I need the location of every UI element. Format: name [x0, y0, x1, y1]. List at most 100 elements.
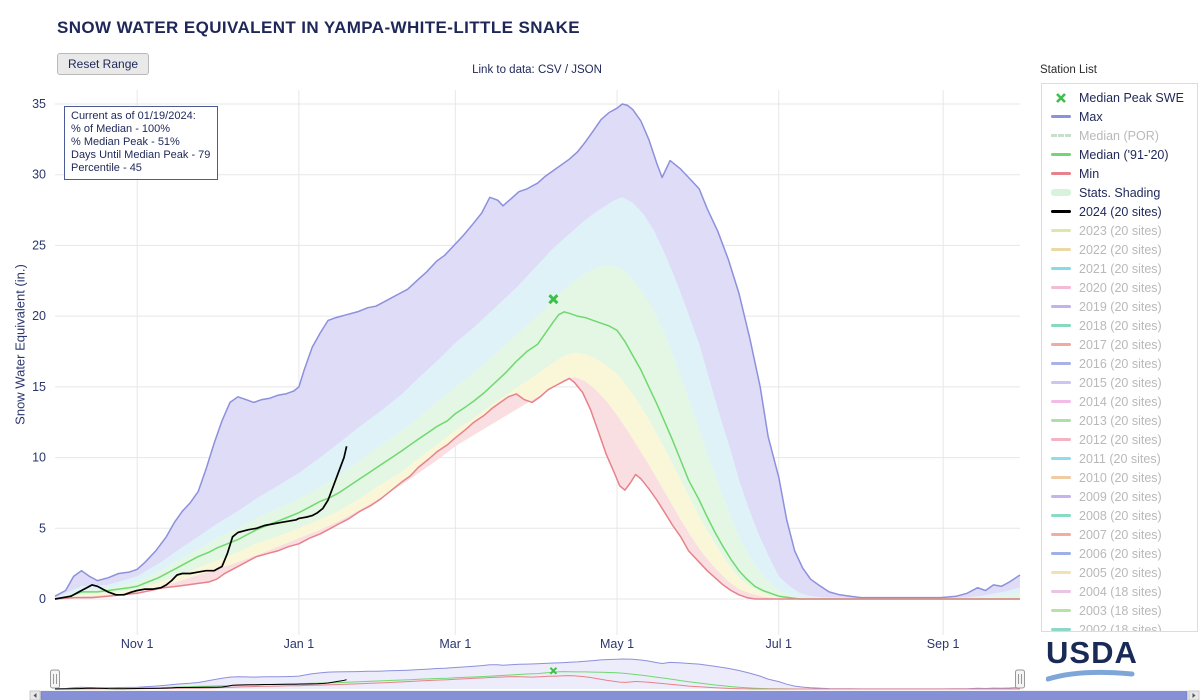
legend-label-2005-20-sites: 2005 (20 sites): [1079, 565, 1162, 580]
legend-item-2018-20-sites[interactable]: 2018 (20 sites): [1049, 316, 1197, 335]
svg-text:20: 20: [32, 309, 46, 323]
svg-text:May 1: May 1: [600, 637, 634, 651]
legend-item-2021-20-sites[interactable]: 2021 (20 sites): [1049, 259, 1197, 278]
usda-wordmark: USDA: [1046, 635, 1138, 670]
legend-label-2009-20-sites: 2009 (20 sites): [1079, 489, 1162, 504]
legend-label-2015-20-sites: 2015 (20 sites): [1079, 375, 1162, 390]
legend-item-2005-20-sites[interactable]: 2005 (20 sites): [1049, 563, 1197, 582]
legend-label-2008-20-sites: 2008 (20 sites): [1079, 508, 1162, 523]
svg-text:Nov 1: Nov 1: [121, 637, 154, 651]
svg-text:25: 25: [32, 238, 46, 252]
legend-item-2002-18-sites[interactable]: 2002 (18 sites): [1049, 620, 1197, 631]
page-title: SNOW WATER EQUIVALENT IN YAMPA-WHITE-LIT…: [57, 18, 580, 37]
reset-range-button[interactable]: Reset Range: [57, 53, 150, 75]
median-peak-swe-marker: [548, 294, 559, 305]
y-axis-labels: 0 5 10 15 20 25 30 35: [32, 97, 46, 606]
x-axis-labels: Nov 1 Jan 1 Mar 1 May 1 Jul 1 Sep 1: [121, 637, 960, 651]
legend-item-2015-20-sites[interactable]: 2015 (20 sites): [1049, 373, 1197, 392]
2005-20-sites-swatch-icon: [1049, 571, 1073, 574]
median-peak-swe-swatch-icon: [1049, 92, 1073, 104]
2024-20-sites-swatch-icon: [1049, 210, 1073, 213]
usda-logo: USDA: [1045, 635, 1176, 687]
legend-item-min[interactable]: Min: [1049, 164, 1197, 183]
legend-item-median-91-20[interactable]: Median ('91-'20): [1049, 145, 1197, 164]
legend-label-2010-20-sites: 2010 (20 sites): [1079, 470, 1162, 485]
legend-item-median-por[interactable]: Median (POR): [1049, 126, 1197, 145]
legend-label-2022-20-sites: 2022 (20 sites): [1079, 242, 1162, 257]
csv-link[interactable]: CSV: [537, 64, 562, 76]
legend-item-2017-20-sites[interactable]: 2017 (20 sites): [1049, 335, 1197, 354]
legend-item-2019-20-sites[interactable]: 2019 (20 sites): [1049, 297, 1197, 316]
navigator-right-handle[interactable]: [1015, 669, 1025, 689]
legend-label-2021-20-sites: 2021 (20 sites): [1079, 261, 1162, 276]
legend-label-2017-20-sites: 2017 (20 sites): [1079, 337, 1162, 352]
legend-label-max: Max: [1079, 109, 1103, 124]
2019-20-sites-swatch-icon: [1049, 305, 1073, 308]
legend-item-max[interactable]: Max: [1049, 107, 1197, 126]
usda-swoosh-icon: [1045, 669, 1135, 682]
2002-18-sites-swatch-icon: [1049, 628, 1073, 631]
2006-20-sites-swatch-icon: [1049, 552, 1073, 555]
2007-20-sites-swatch-icon: [1049, 533, 1073, 536]
legend-item-2004-18-sites[interactable]: 2004 (18 sites): [1049, 582, 1197, 601]
scrollbar-right-button[interactable]: [1188, 690, 1200, 700]
navigator-left-handle[interactable]: [50, 669, 60, 689]
legend-item-2024-20-sites[interactable]: 2024 (20 sites): [1049, 202, 1197, 221]
min-swatch-icon: [1049, 172, 1073, 175]
2010-20-sites-swatch-icon: [1049, 476, 1073, 479]
legend-label-2006-20-sites: 2006 (20 sites): [1079, 546, 1162, 561]
svg-text:5: 5: [39, 521, 46, 535]
navigator[interactable]: [54, 658, 1021, 690]
max-line: [54, 103, 1021, 599]
legend-item-2008-20-sites[interactable]: 2008 (20 sites): [1049, 506, 1197, 525]
2013-20-sites-swatch-icon: [1049, 419, 1073, 422]
median-por-swatch-icon: [1049, 134, 1073, 137]
legend-item-2014-20-sites[interactable]: 2014 (20 sites): [1049, 392, 1197, 411]
svg-text:30: 30: [32, 168, 46, 182]
2023-20-sites-swatch-icon: [1049, 229, 1073, 232]
legend-item-2013-20-sites[interactable]: 2013 (20 sites): [1049, 411, 1197, 430]
legend-item-stats-shading[interactable]: Stats. Shading: [1049, 183, 1197, 202]
legend-label-median-por: Median (POR): [1079, 128, 1159, 143]
legend-item-2011-20-sites[interactable]: 2011 (20 sites): [1049, 449, 1197, 468]
2022-20-sites-swatch-icon: [1049, 248, 1073, 251]
legend-label-2007-20-sites: 2007 (20 sites): [1079, 527, 1162, 542]
svg-text:Jan 1: Jan 1: [284, 637, 315, 651]
2015-20-sites-swatch-icon: [1049, 381, 1073, 384]
2012-20-sites-swatch-icon: [1049, 438, 1073, 441]
legend-item-2020-20-sites[interactable]: 2020 (20 sites): [1049, 278, 1197, 297]
left-arrow-icon: [33, 693, 37, 698]
legend-item-median-peak-swe[interactable]: Median Peak SWE: [1049, 88, 1197, 107]
legend-item-2006-20-sites[interactable]: 2006 (20 sites): [1049, 544, 1197, 563]
legend-label-2003-18-sites: 2003 (18 sites): [1079, 603, 1162, 618]
stats-shading-swatch-icon: [1049, 189, 1073, 196]
legend-item-2007-20-sites[interactable]: 2007 (20 sites): [1049, 525, 1197, 544]
svg-text:Sep 1: Sep 1: [927, 637, 960, 651]
legend-item-2022-20-sites[interactable]: 2022 (20 sites): [1049, 240, 1197, 259]
data-links-separator: /: [564, 64, 569, 76]
2016-20-sites-swatch-icon: [1049, 362, 1073, 365]
2008-20-sites-swatch-icon: [1049, 514, 1073, 517]
legend-item-2023-20-sites[interactable]: 2023 (20 sites): [1049, 221, 1197, 240]
data-links: Link to data: CSV / JSON: [437, 64, 637, 76]
info-box-line: % of Median - 100%: [71, 123, 171, 135]
median-91-20-line: [54, 311, 1020, 600]
scrollbar[interactable]: [29, 690, 1200, 700]
scrollbar-thumb[interactable]: [40, 691, 1188, 700]
legend-item-2010-20-sites[interactable]: 2010 (20 sites): [1049, 468, 1197, 487]
legend-item-2003-18-sites[interactable]: 2003 (18 sites): [1049, 601, 1197, 620]
legend-label-stats-shading: Stats. Shading: [1079, 185, 1161, 200]
legend-item-2012-20-sites[interactable]: 2012 (20 sites): [1049, 430, 1197, 449]
legend-label-2018-20-sites: 2018 (20 sites): [1079, 318, 1162, 333]
legend-item-2009-20-sites[interactable]: 2009 (20 sites): [1049, 487, 1197, 506]
scrollbar-left-button[interactable]: [29, 690, 41, 700]
legend-item-2016-20-sites[interactable]: 2016 (20 sites): [1049, 354, 1197, 373]
station-list-label[interactable]: Station List: [1040, 64, 1097, 76]
legend-label-min: Min: [1079, 166, 1100, 181]
svg-text:0: 0: [39, 592, 46, 606]
2009-20-sites-swatch-icon: [1049, 495, 1073, 498]
svg-text:35: 35: [32, 97, 46, 111]
json-link[interactable]: JSON: [571, 64, 602, 76]
2014-20-sites-swatch-icon: [1049, 400, 1073, 403]
